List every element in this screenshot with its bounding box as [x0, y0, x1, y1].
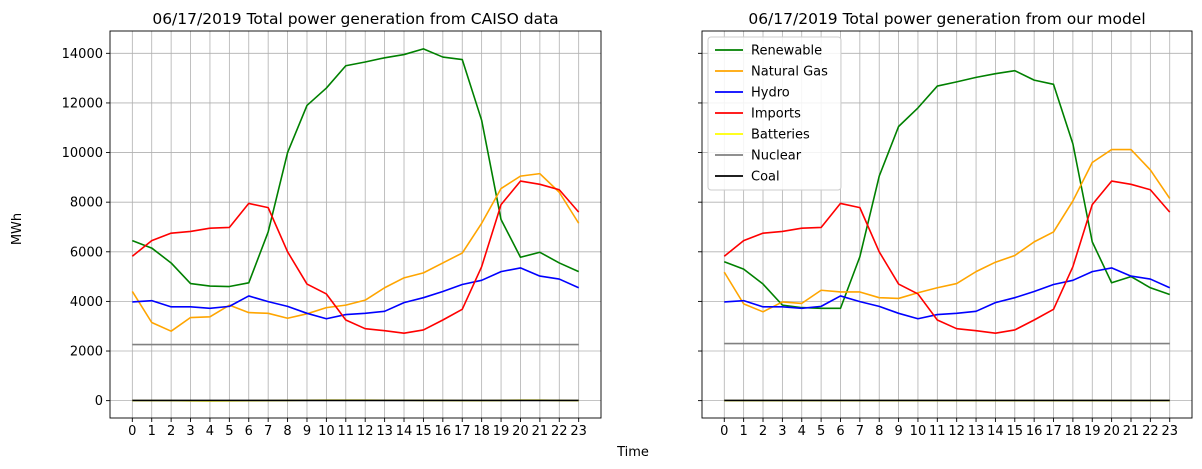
x-tick-label: 10 — [910, 424, 927, 439]
x-tick-label: 22 — [551, 424, 568, 439]
x-tick-label: 11 — [929, 424, 946, 439]
x-tick-label: 17 — [1045, 424, 1062, 439]
y-tick-label: 14000 — [62, 47, 103, 62]
x-tick-label: 12 — [948, 424, 965, 439]
x-tick-label: 18 — [473, 424, 490, 439]
x-tick-label: 14 — [396, 424, 413, 439]
x-tick-label: 0 — [128, 424, 136, 439]
x-tick-label: 3 — [778, 424, 786, 439]
series-line-imports — [723, 180, 1171, 334]
x-tick-label: 7 — [856, 424, 864, 439]
x-tick-label: 20 — [1103, 424, 1120, 439]
series-line-imports — [131, 180, 580, 334]
x-tick-label: 20 — [512, 424, 529, 439]
x-tick-label: 15 — [415, 424, 432, 439]
x-tick-label: 9 — [894, 424, 902, 439]
x-tick-label: 23 — [570, 424, 587, 439]
x-tick-label: 0 — [720, 424, 728, 439]
x-tick-label: 1 — [739, 424, 747, 439]
x-tick-label: 17 — [454, 424, 471, 439]
chart-panel-caiso: 06/17/2019 Total power generation from C… — [62, 10, 602, 439]
x-tick-label: 3 — [186, 424, 194, 439]
legend-label: Coal — [751, 170, 780, 185]
x-tick-label: 19 — [493, 424, 510, 439]
x-tick-label: 11 — [338, 424, 355, 439]
chart-panel-model: 06/17/2019 Total power generation from o… — [698, 10, 1193, 439]
axes-frame — [701, 30, 1193, 419]
x-tick-label: 13 — [968, 424, 985, 439]
series-line-hydro — [724, 267, 1171, 320]
series-line-hydro — [132, 267, 580, 320]
legend-label: Natural Gas — [751, 65, 828, 80]
x-tick-label: 13 — [376, 424, 393, 439]
y-tick-label: 10000 — [62, 146, 103, 161]
y-tick-label: 2000 — [70, 345, 103, 360]
y-tick-label: 8000 — [70, 196, 103, 211]
x-tick-label: 8 — [875, 424, 883, 439]
chart-title: 06/17/2019 Total power generation from o… — [748, 10, 1145, 28]
x-tick-label: 16 — [1026, 424, 1043, 439]
x-tick-label: 15 — [1007, 424, 1024, 439]
x-tick-label: 21 — [532, 424, 549, 439]
x-tick-label: 8 — [283, 424, 291, 439]
x-tick-label: 10 — [318, 424, 335, 439]
legend-label: Renewable — [751, 44, 822, 59]
axes-frame — [109, 30, 602, 419]
x-tick-label: 22 — [1142, 424, 1159, 439]
x-tick-label: 23 — [1161, 424, 1178, 439]
y-tick-label: 0 — [95, 394, 103, 409]
series-line-renewable — [723, 69, 1170, 310]
x-tick-label: 16 — [435, 424, 452, 439]
x-tick-label: 4 — [798, 424, 806, 439]
x-tick-label: 1 — [148, 424, 156, 439]
series-line-renewable — [132, 48, 580, 288]
x-tick-label: 5 — [225, 424, 233, 439]
x-tick-label: 7 — [264, 424, 272, 439]
shared-xlabel: Time — [616, 445, 649, 460]
chart-title: 06/17/2019 Total power generation from C… — [152, 10, 558, 28]
x-tick-label: 21 — [1123, 424, 1140, 439]
legend-label: Imports — [751, 107, 801, 122]
legend-box — [707, 36, 842, 191]
x-tick-label: 19 — [1084, 424, 1101, 439]
x-tick-label: 5 — [817, 424, 825, 439]
x-tick-label: 6 — [836, 424, 844, 439]
x-tick-label: 2 — [167, 424, 175, 439]
x-tick-label: 14 — [987, 424, 1004, 439]
y-tick-label: 6000 — [70, 245, 103, 260]
legend-label: Batteries — [751, 128, 810, 143]
y-tick-label: 12000 — [62, 96, 103, 111]
series-line-natural-gas — [723, 148, 1171, 313]
x-tick-label: 2 — [759, 424, 767, 439]
series-line-natural-gas — [131, 172, 580, 332]
x-tick-label: 18 — [1065, 424, 1082, 439]
x-tick-label: 9 — [303, 424, 311, 439]
legend-label: Hydro — [751, 86, 790, 101]
x-tick-label: 4 — [206, 424, 214, 439]
y-tick-label: 4000 — [70, 295, 103, 310]
x-tick-label: 6 — [245, 424, 253, 439]
x-tick-label: 12 — [357, 424, 374, 439]
shared-ylabel: MWh — [10, 213, 25, 245]
legend-label: Nuclear — [751, 149, 802, 164]
